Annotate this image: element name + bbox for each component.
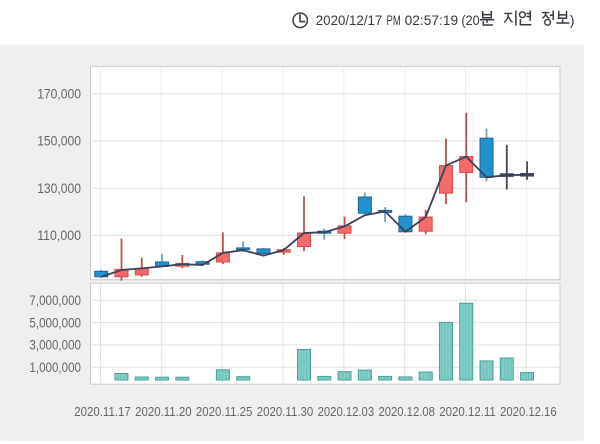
svg-text:PM: PM bbox=[387, 12, 401, 28]
svg-text:5,000,000: 5,000,000 bbox=[29, 315, 81, 330]
svg-text:150,000: 150,000 bbox=[37, 134, 81, 149]
svg-text:02:57:19: 02:57:19 bbox=[405, 12, 459, 28]
svg-text:): ) bbox=[570, 12, 575, 28]
svg-text:(20: (20 bbox=[461, 12, 479, 28]
svg-text:3,000,000: 3,000,000 bbox=[29, 338, 81, 353]
svg-text:130,000: 130,000 bbox=[37, 181, 81, 196]
svg-text:1,000,000: 1,000,000 bbox=[29, 360, 81, 375]
svg-text:2020.12.08: 2020.12.08 bbox=[378, 404, 435, 419]
svg-text:2020.12.03: 2020.12.03 bbox=[318, 404, 375, 419]
svg-text:2020/12/17: 2020/12/17 bbox=[316, 12, 383, 28]
svg-text:7,000,000: 7,000,000 bbox=[29, 293, 81, 308]
svg-text:2020.11.30: 2020.11.30 bbox=[257, 404, 314, 419]
svg-text:2020.11.20: 2020.11.20 bbox=[135, 404, 192, 419]
svg-text:2020.11.17: 2020.11.17 bbox=[74, 404, 131, 419]
svg-text:2020.11.25: 2020.11.25 bbox=[196, 404, 253, 419]
svg-text:170,000: 170,000 bbox=[37, 87, 81, 102]
svg-text:2020.12.11: 2020.12.11 bbox=[439, 404, 496, 419]
svg-text:2020.12.16: 2020.12.16 bbox=[500, 404, 557, 419]
svg-text:110,000: 110,000 bbox=[37, 228, 81, 243]
